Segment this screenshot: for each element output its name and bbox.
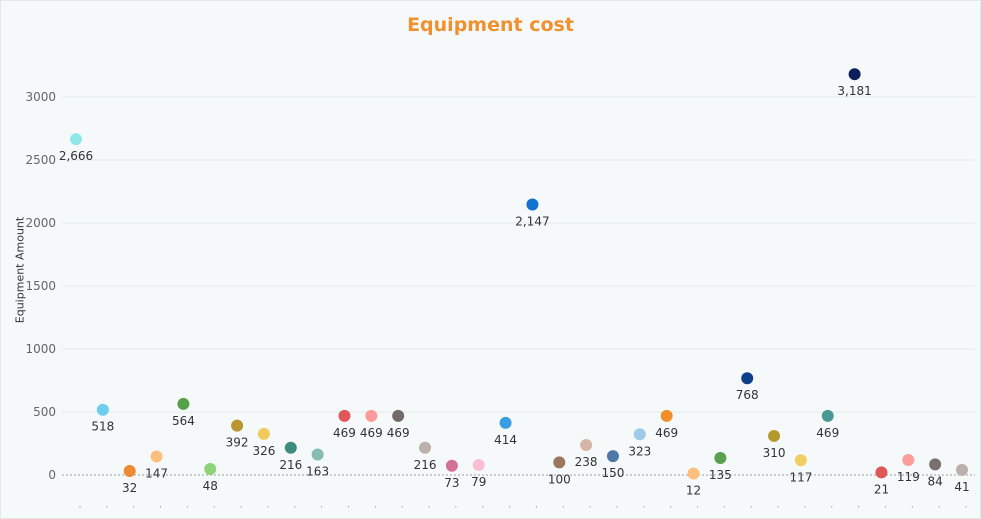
y-tick-label: 2000 — [25, 216, 56, 230]
data-label: 469 — [333, 426, 356, 440]
data-point[interactable] — [633, 428, 646, 441]
data-point[interactable] — [848, 68, 861, 81]
data-label: 564 — [172, 414, 195, 428]
data-point[interactable] — [768, 429, 781, 442]
data-point[interactable] — [794, 454, 807, 467]
data-point[interactable] — [956, 463, 968, 476]
data-label: 32 — [122, 481, 137, 495]
data-point[interactable] — [499, 416, 512, 429]
data-point[interactable] — [338, 409, 351, 422]
data-point[interactable] — [741, 372, 754, 385]
data-label: 48 — [203, 479, 218, 493]
data-label: 163 — [306, 464, 329, 478]
data-label: 518 — [91, 420, 114, 434]
data-label: 310 — [763, 446, 786, 460]
data-point[interactable] — [526, 198, 539, 211]
chart-title: Equipment cost — [407, 14, 574, 36]
data-label: 150 — [602, 466, 625, 480]
data-point[interactable] — [96, 403, 109, 416]
data-point[interactable] — [660, 409, 673, 422]
data-point[interactable] — [419, 441, 432, 454]
data-point[interactable] — [580, 439, 593, 452]
x-axis-ticks — [79, 506, 967, 508]
data-point[interactable] — [553, 456, 566, 469]
data-label: 84 — [928, 474, 943, 488]
data-point[interactable] — [70, 133, 82, 146]
gridlines — [62, 96, 975, 476]
data-label: 147 — [145, 466, 168, 480]
data-point[interactable] — [284, 441, 297, 454]
data-point[interactable] — [204, 462, 217, 475]
data-point[interactable] — [445, 459, 458, 472]
data-label: 469 — [816, 426, 839, 440]
y-axis-ticks: 0 500 1000 1500 2000 2500 3000 — [25, 90, 56, 482]
data-label: 326 — [252, 444, 275, 458]
data-label: 323 — [628, 444, 651, 458]
data-label: 768 — [736, 388, 759, 402]
data-point[interactable] — [714, 451, 727, 464]
data-point[interactable] — [472, 459, 485, 472]
data-label: 2,147 — [515, 214, 549, 228]
data-point[interactable] — [365, 409, 378, 422]
data-point[interactable] — [929, 458, 942, 471]
data-label: 469 — [360, 426, 383, 440]
data-label: 135 — [709, 468, 732, 482]
data-label: 3,181 — [837, 84, 871, 98]
data-label: 100 — [548, 472, 571, 486]
data-label: 414 — [494, 433, 517, 447]
y-tick-label: 1500 — [25, 279, 56, 293]
data-label: 2,666 — [59, 149, 93, 163]
data-label: 469 — [387, 426, 410, 440]
y-tick-label: 500 — [33, 405, 56, 419]
data-label: 216 — [279, 458, 302, 472]
data-point[interactable] — [177, 397, 190, 410]
data-label: 21 — [874, 482, 889, 496]
data-label: 469 — [655, 426, 678, 440]
data-label: 79 — [471, 475, 486, 489]
data-label: 41 — [954, 480, 969, 494]
data-point[interactable] — [257, 427, 270, 440]
y-tick-label: 2500 — [25, 153, 56, 167]
y-tick-label: 0 — [48, 468, 56, 482]
data-label: 73 — [444, 476, 459, 490]
data-point[interactable] — [150, 450, 163, 463]
data-point[interactable] — [821, 409, 834, 422]
data-point[interactable] — [123, 464, 136, 477]
data-point[interactable] — [392, 409, 405, 422]
data-label: 392 — [226, 436, 249, 450]
data-point[interactable] — [606, 450, 619, 463]
data-point[interactable] — [687, 467, 700, 480]
data-label: 119 — [897, 470, 920, 484]
data-point[interactable] — [902, 454, 915, 467]
y-tick-label: 3000 — [25, 90, 56, 104]
data-points — [70, 68, 968, 480]
data-point[interactable] — [875, 466, 888, 479]
y-tick-label: 1000 — [25, 342, 56, 356]
data-label: 238 — [575, 455, 598, 469]
data-point[interactable] — [311, 448, 324, 461]
data-point[interactable] — [231, 419, 244, 432]
data-label: 117 — [789, 470, 812, 484]
data-label: 12 — [686, 483, 701, 497]
data-label: 216 — [414, 458, 437, 472]
